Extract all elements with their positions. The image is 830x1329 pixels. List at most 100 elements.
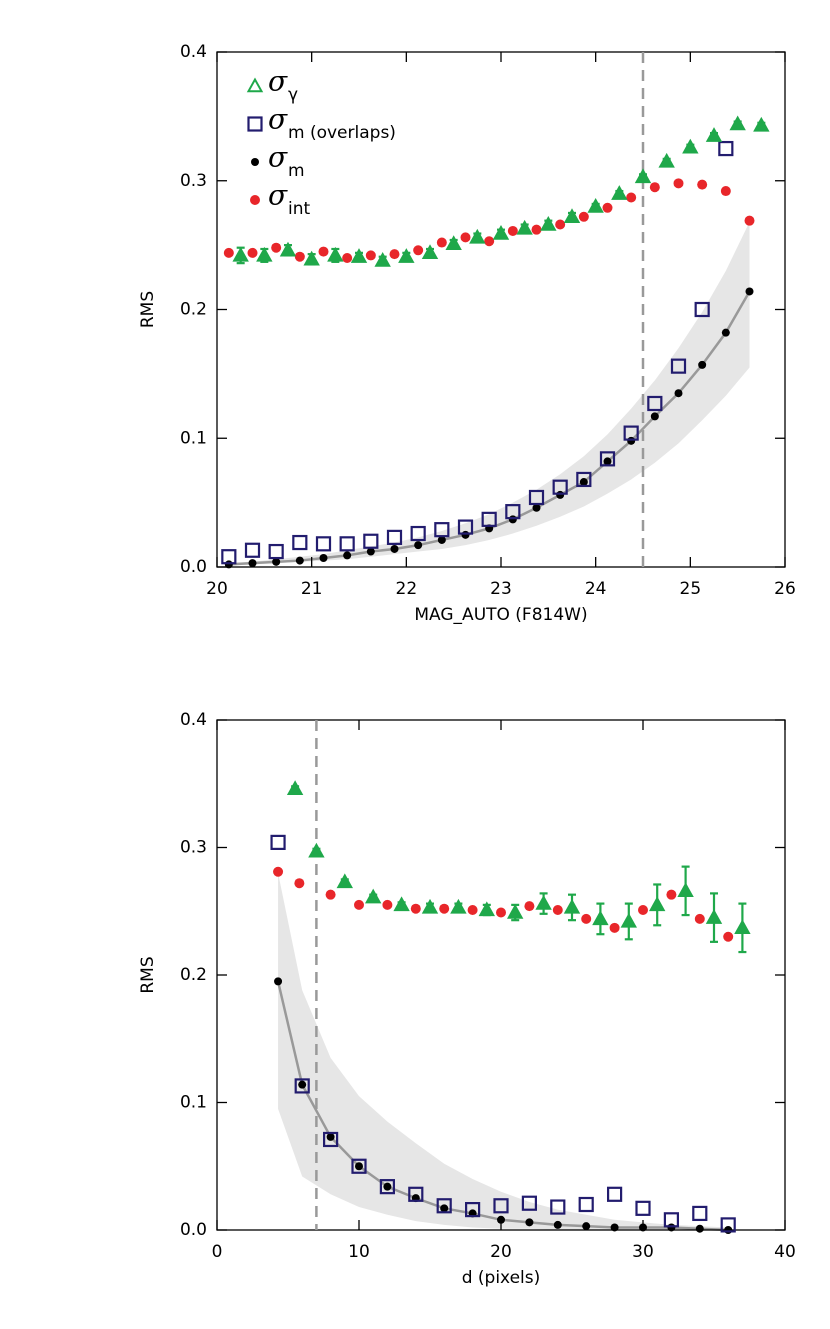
x-tick-label: 24 xyxy=(585,579,607,599)
data-point xyxy=(524,901,535,912)
data-point xyxy=(507,225,518,236)
data-point xyxy=(445,235,462,251)
legend-subscript: m xyxy=(288,161,305,181)
y-tick-label: 0.2 xyxy=(180,300,207,320)
data-point xyxy=(325,889,336,900)
y-tick-label: 0.0 xyxy=(180,557,207,577)
data-point xyxy=(658,152,675,168)
data-point xyxy=(315,536,332,552)
data-point xyxy=(576,471,592,488)
data-point xyxy=(724,1226,733,1234)
data-point xyxy=(439,903,450,914)
data-point xyxy=(507,903,524,919)
data-point xyxy=(224,560,233,569)
error-band xyxy=(228,221,750,566)
data-point xyxy=(244,542,261,558)
data-point xyxy=(393,896,410,912)
data-point xyxy=(295,556,304,565)
data-point xyxy=(221,549,237,565)
data-point xyxy=(674,389,683,398)
y-axis-label: RMS xyxy=(138,956,158,993)
data-point xyxy=(552,904,563,915)
data-point xyxy=(698,360,707,369)
data-point xyxy=(363,533,379,549)
data-point xyxy=(540,215,557,231)
data-point xyxy=(531,224,542,235)
data-point xyxy=(256,246,273,262)
x-tick-label: 10 xyxy=(348,1242,370,1262)
legend-symbol xyxy=(246,77,264,93)
data-point xyxy=(744,215,755,226)
x-tick-label: 20 xyxy=(206,579,228,599)
legend-label: σ xyxy=(268,179,288,212)
data-point xyxy=(408,1186,424,1202)
legend-label: σ xyxy=(268,103,288,136)
data-point xyxy=(436,237,447,248)
data-point xyxy=(382,899,393,910)
x-axis-label: d (pixels) xyxy=(462,1268,541,1288)
data-point xyxy=(611,185,628,200)
data-point xyxy=(666,889,677,900)
data-point xyxy=(323,1131,339,1148)
data-point xyxy=(578,1196,594,1213)
data-point xyxy=(292,534,308,551)
data-point xyxy=(351,1158,367,1174)
data-point xyxy=(638,904,648,915)
data-point xyxy=(667,1223,676,1232)
data-point xyxy=(354,899,364,910)
data-point xyxy=(493,1198,509,1214)
data-point xyxy=(273,866,284,877)
data-point xyxy=(528,489,545,506)
data-point xyxy=(579,478,588,487)
data-point xyxy=(440,1204,449,1213)
data-point xyxy=(697,179,708,190)
data-point xyxy=(753,116,770,132)
data-point xyxy=(343,551,352,560)
x-tick-label: 23 xyxy=(490,579,512,599)
data-point xyxy=(587,197,604,213)
data-point xyxy=(532,503,541,512)
data-point xyxy=(327,246,344,262)
data-point xyxy=(286,780,304,796)
data-point xyxy=(268,543,284,560)
data-point xyxy=(525,1218,534,1227)
data-point xyxy=(413,245,424,256)
data-point xyxy=(294,878,305,889)
data-point xyxy=(355,1162,363,1171)
data-point xyxy=(610,1223,619,1232)
data-point xyxy=(410,525,426,542)
data-point xyxy=(294,251,305,262)
data-point xyxy=(467,904,478,915)
data-point xyxy=(248,559,257,568)
data-point xyxy=(535,895,552,910)
y-tick-label: 0.1 xyxy=(180,1093,207,1113)
data-point xyxy=(649,896,666,912)
data-point xyxy=(390,544,399,553)
data-point xyxy=(437,535,446,544)
data-point xyxy=(516,219,533,235)
x-tick-label: 30 xyxy=(632,1242,654,1262)
x-tick-label: 22 xyxy=(396,579,418,599)
data-point xyxy=(626,192,637,203)
data-point xyxy=(379,1179,395,1195)
data-point xyxy=(720,186,731,197)
data-point xyxy=(469,228,486,244)
data-point xyxy=(582,1222,591,1231)
data-point xyxy=(232,246,249,262)
data-point xyxy=(695,1224,704,1233)
data-point xyxy=(623,425,639,441)
legend-label: σ xyxy=(268,65,288,98)
legend-subscript: int xyxy=(288,199,310,219)
legend-subscript: γ xyxy=(288,85,298,105)
data-point xyxy=(383,1182,392,1191)
data-point xyxy=(718,140,734,157)
y-tick-label: 0.2 xyxy=(180,965,207,985)
data-point xyxy=(650,412,659,421)
data-point xyxy=(603,457,612,466)
data-point xyxy=(398,248,415,263)
data-point xyxy=(492,224,510,240)
data-point xyxy=(550,1199,566,1215)
x-tick-label: 20 xyxy=(490,1242,512,1262)
data-point xyxy=(366,547,375,556)
